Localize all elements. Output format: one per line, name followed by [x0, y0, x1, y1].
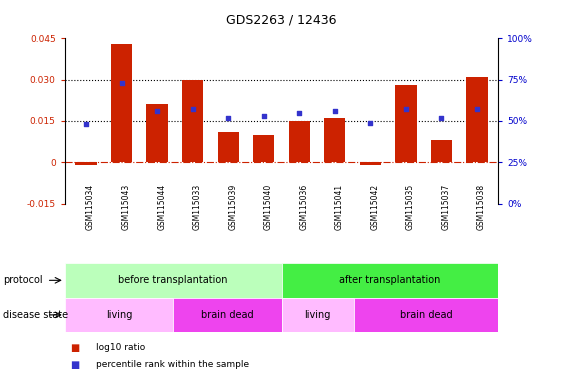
Text: GSM115038: GSM115038	[477, 184, 486, 230]
Bar	[289, 121, 310, 162]
Text: percentile rank within the sample: percentile rank within the sample	[96, 360, 249, 369]
Text: GSM115044: GSM115044	[157, 184, 166, 230]
Point	[153, 108, 162, 114]
Text: after transplantation: after transplantation	[339, 275, 441, 285]
Bar	[182, 79, 203, 162]
Bar	[65, 298, 173, 332]
Bar	[65, 263, 282, 298]
Point	[224, 114, 233, 121]
Bar	[75, 162, 97, 165]
Text: GSM115037: GSM115037	[441, 184, 450, 230]
Text: GSM115036: GSM115036	[300, 184, 309, 230]
Bar	[111, 44, 132, 162]
Text: GSM115035: GSM115035	[406, 184, 415, 230]
Bar	[466, 77, 488, 162]
Bar	[173, 298, 282, 332]
Text: GSM115040: GSM115040	[263, 184, 272, 230]
Text: ■: ■	[70, 343, 79, 353]
Bar	[395, 85, 417, 162]
Bar	[217, 132, 239, 162]
Bar	[360, 162, 381, 165]
Point	[259, 113, 268, 119]
Text: living: living	[305, 310, 331, 320]
Text: GSM115043: GSM115043	[122, 184, 131, 230]
Point	[401, 106, 410, 113]
Bar	[354, 298, 498, 332]
Text: living: living	[106, 310, 132, 320]
Text: ■: ■	[70, 360, 79, 370]
Text: GSM115033: GSM115033	[193, 184, 202, 230]
Text: before transplantation: before transplantation	[118, 275, 228, 285]
Text: brain dead: brain dead	[400, 310, 452, 320]
Point	[472, 106, 481, 113]
Bar	[282, 263, 498, 298]
Point	[437, 114, 446, 121]
Text: brain dead: brain dead	[201, 310, 253, 320]
Text: protocol: protocol	[3, 275, 42, 285]
Point	[82, 121, 91, 127]
Text: log10 ratio: log10 ratio	[96, 343, 145, 352]
Text: GDS2263 / 12436: GDS2263 / 12436	[226, 13, 337, 26]
Text: GSM115041: GSM115041	[335, 184, 344, 230]
Text: disease state: disease state	[3, 310, 68, 320]
Text: GSM115039: GSM115039	[228, 184, 237, 230]
Bar	[253, 135, 274, 162]
Point	[188, 106, 197, 113]
Bar	[282, 298, 354, 332]
Bar	[324, 118, 346, 162]
Point	[295, 109, 304, 116]
Bar	[146, 104, 168, 162]
Bar	[431, 140, 452, 162]
Point	[330, 108, 339, 114]
Point	[117, 80, 126, 86]
Text: GSM115042: GSM115042	[370, 184, 379, 230]
Point	[366, 119, 375, 126]
Text: GSM115034: GSM115034	[86, 184, 95, 230]
